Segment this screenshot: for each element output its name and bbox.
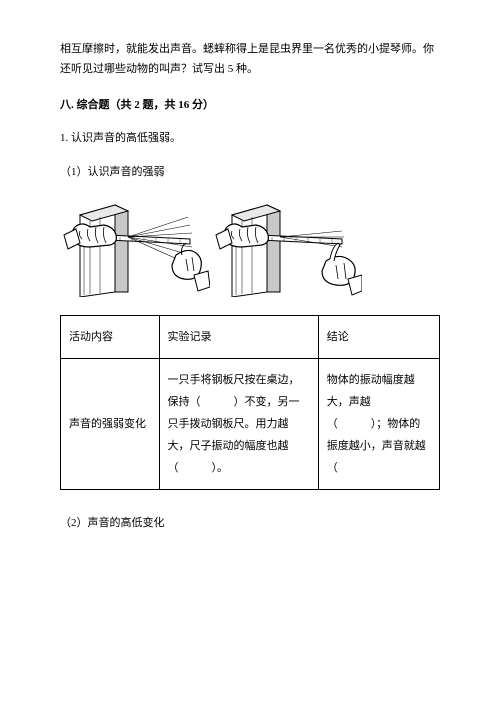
section-title: 八. 综合题（共 2 题，共 16 分）	[60, 96, 440, 116]
cell-record: 一只手将钢板尺按在桌边，保持（ ）不变，另一只手拨动钢板尺。用力越大，尺子振动的…	[159, 358, 318, 489]
cell-activity: 声音的强弱变化	[61, 358, 160, 489]
header-activity: 活动内容	[61, 315, 160, 358]
question-1-sub-2: （2）声音的高低变化	[60, 514, 440, 534]
experiment-images	[60, 197, 440, 297]
table-data-row: 声音的强弱变化 一只手将钢板尺按在桌边，保持（ ）不变，另一只手拨动钢板尺。用力…	[61, 358, 440, 489]
header-conclusion: 结论	[318, 315, 439, 358]
table-header-row: 活动内容 实验记录 结论	[61, 315, 440, 358]
intro-paragraph: 相互摩擦时，就能发出声音。蟋蟀称得上是昆虫界里一名优秀的小提琴师。你还听见过哪些…	[60, 40, 440, 80]
question-1: 1. 认识声音的高低强弱。	[60, 129, 440, 149]
experiment-table: 活动内容 实验记录 结论 声音的强弱变化 一只手将钢板尺按在桌边，保持（ ）不变…	[60, 315, 440, 490]
question-1-sub-1: （1）认识声音的强弱	[60, 163, 440, 183]
experiment-image-2	[212, 197, 362, 297]
cell-conclusion: 物体的振动幅度越大，声越（ ）；物体的振度越小，声音就越（	[318, 358, 439, 489]
experiment-image-1	[60, 197, 210, 297]
header-record: 实验记录	[159, 315, 318, 358]
